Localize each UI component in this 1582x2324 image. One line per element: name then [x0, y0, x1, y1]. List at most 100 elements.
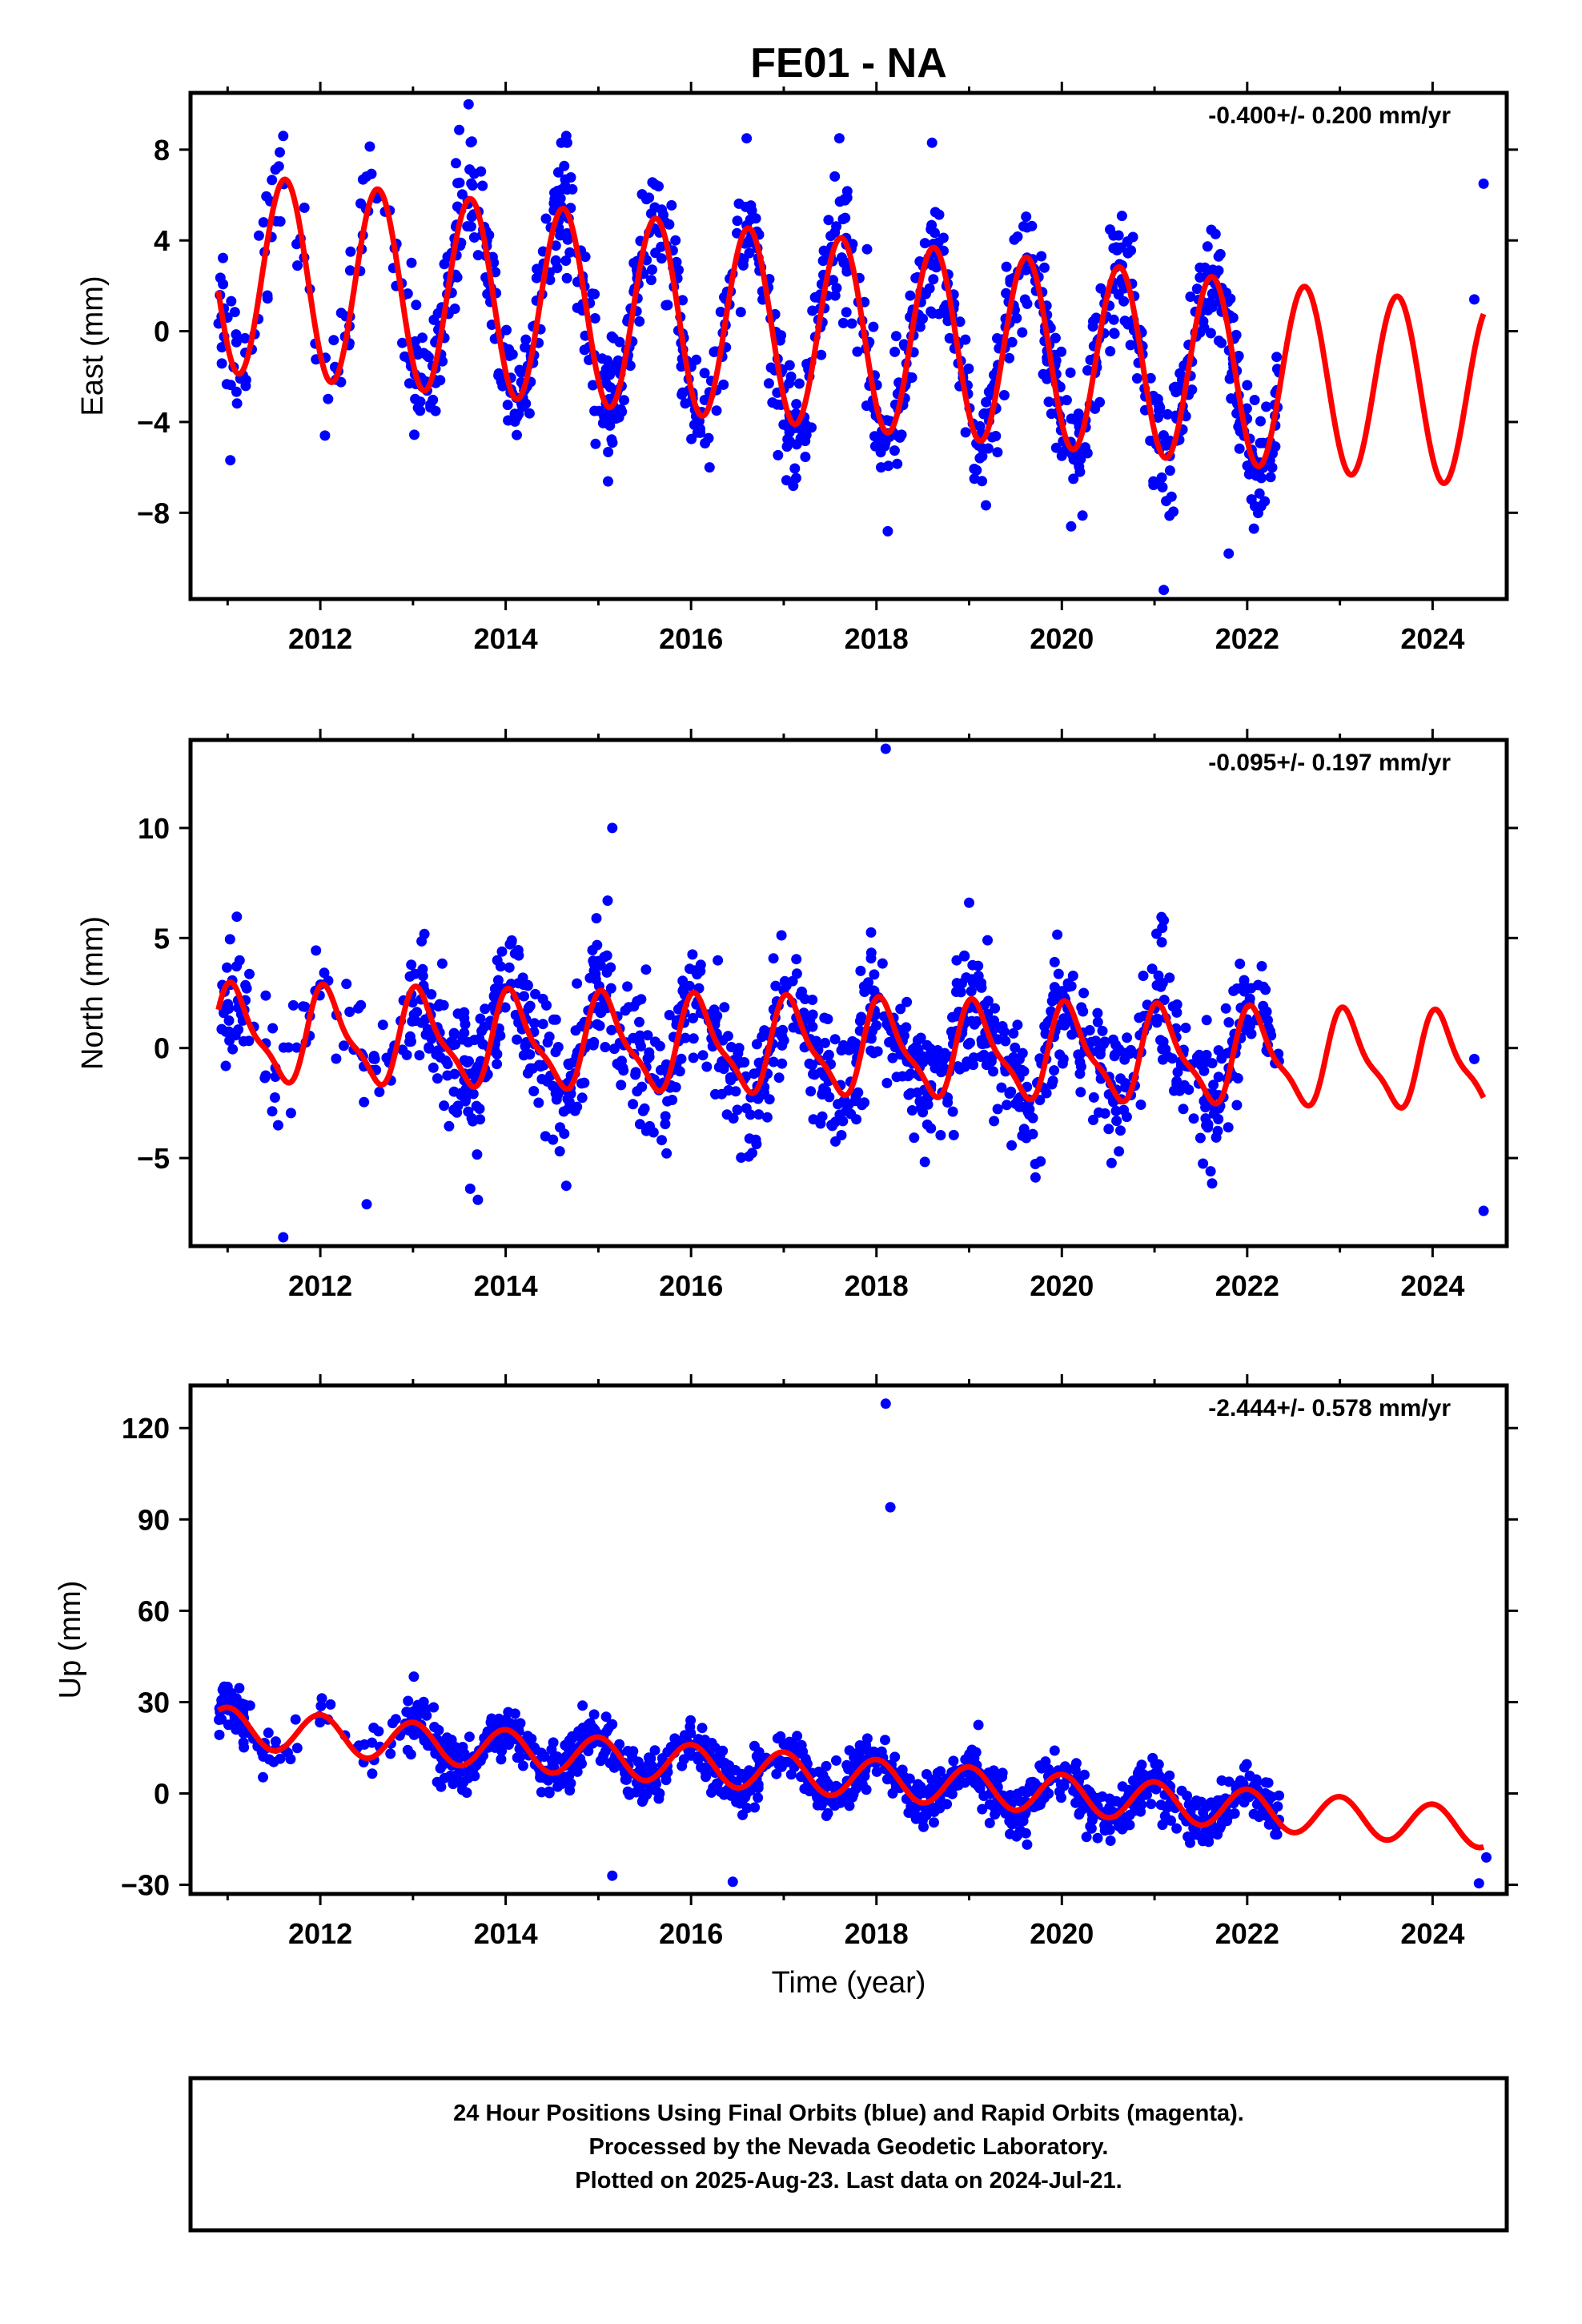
data-point	[809, 1069, 820, 1080]
data-point	[649, 202, 661, 213]
data-point	[1088, 1092, 1099, 1103]
data-point	[1205, 328, 1216, 339]
data-point	[1052, 929, 1063, 940]
data-point	[1171, 1007, 1182, 1018]
data-point	[1260, 984, 1271, 995]
data-point	[1068, 473, 1079, 485]
data-point	[445, 1770, 456, 1781]
panel-north: 2012 2014 2016 2018 2020 2022 2024 10 5 0 −5 North …	[76, 729, 1518, 1302]
data-point-outlier	[607, 822, 618, 834]
x-tick-label: 2018	[845, 622, 909, 655]
data-point	[238, 1035, 249, 1047]
data-point	[368, 1051, 379, 1062]
panels: 2012 2014 2016 2018 2020 2022 2024 8 4 0 −4 −8 East …	[54, 82, 1518, 1950]
data-point	[414, 1050, 425, 1061]
data-point	[1108, 314, 1119, 325]
data-point	[1000, 1035, 1011, 1047]
data-point	[1213, 265, 1224, 276]
data-point	[954, 316, 966, 328]
data-point	[1234, 443, 1245, 454]
data-point	[1004, 1088, 1015, 1099]
data-point	[603, 447, 614, 457]
data-point	[436, 958, 448, 969]
data-point	[764, 1094, 775, 1105]
data-point	[1094, 1043, 1105, 1055]
data-point	[1213, 251, 1224, 262]
data-point	[1198, 316, 1209, 327]
data-point	[1134, 1012, 1145, 1023]
data-point-outlier	[222, 1681, 233, 1692]
caption-line-3: Plotted on 2025-Aug-23. Last data on 202…	[575, 2168, 1122, 2193]
data-point	[1076, 1002, 1087, 1013]
data-point	[454, 177, 465, 188]
data-point	[590, 438, 601, 449]
data-point	[554, 1146, 565, 1157]
data-point	[992, 1104, 1003, 1115]
data-point	[410, 393, 421, 404]
data-point	[497, 380, 508, 392]
data-point	[608, 1043, 620, 1055]
data-point	[1151, 928, 1162, 939]
data-point	[628, 1099, 639, 1110]
y-tick-label: 120	[122, 1412, 170, 1445]
data-point	[887, 1787, 898, 1799]
data-point	[959, 1061, 970, 1072]
data-point	[215, 272, 226, 283]
data-point	[869, 431, 880, 442]
data-point	[781, 980, 792, 991]
data-point	[921, 1769, 932, 1779]
data-point	[1202, 241, 1213, 252]
data-point	[1224, 373, 1235, 384]
rate-annotation: -0.095+/- 0.197 mm/yr	[1208, 750, 1451, 776]
data-point	[1022, 1839, 1033, 1850]
data-point	[583, 1746, 594, 1757]
data-point	[990, 1809, 1001, 1820]
data-point	[1022, 222, 1033, 233]
data-point	[616, 1080, 627, 1091]
data-point	[751, 1039, 762, 1050]
data-point	[1158, 1054, 1168, 1065]
data-point	[592, 939, 603, 951]
data-point	[765, 362, 777, 373]
data-point	[537, 1019, 548, 1030]
data-point	[600, 1711, 612, 1723]
data-point	[463, 1036, 474, 1047]
data-point	[829, 290, 841, 301]
data-point	[459, 1007, 470, 1018]
data-point	[685, 1721, 696, 1732]
data-point	[1036, 251, 1047, 262]
data-point	[1220, 1003, 1231, 1014]
data-point	[800, 436, 811, 447]
data-point	[565, 1778, 576, 1789]
data-point	[1012, 1019, 1023, 1031]
data-point	[933, 237, 944, 248]
data-point	[747, 1148, 757, 1159]
x-tick-label: 2016	[659, 1917, 723, 1950]
data-point	[868, 1746, 879, 1757]
data-point	[465, 221, 476, 232]
data-point	[1180, 1023, 1191, 1033]
data-point	[1092, 1832, 1103, 1844]
data-point	[241, 983, 252, 994]
data-point	[977, 476, 988, 487]
data-point	[353, 1003, 363, 1014]
y-tick-label: −8	[137, 497, 170, 529]
data-point	[405, 1749, 416, 1760]
data-point	[494, 369, 505, 380]
data-point	[939, 1063, 950, 1074]
data-point	[689, 420, 700, 430]
data-point	[989, 1116, 1000, 1127]
data-point	[244, 968, 255, 979]
data-point	[216, 358, 227, 369]
data-point	[588, 380, 598, 391]
data-point	[1074, 1068, 1086, 1080]
data-point	[959, 950, 970, 961]
data-point	[1104, 1793, 1115, 1804]
data-point	[564, 247, 576, 258]
data-point	[607, 437, 618, 448]
data-point	[718, 379, 729, 390]
data-point	[224, 1035, 235, 1046]
data-point	[640, 1125, 652, 1136]
data-point	[496, 946, 508, 957]
data-point-outlier	[463, 99, 474, 110]
